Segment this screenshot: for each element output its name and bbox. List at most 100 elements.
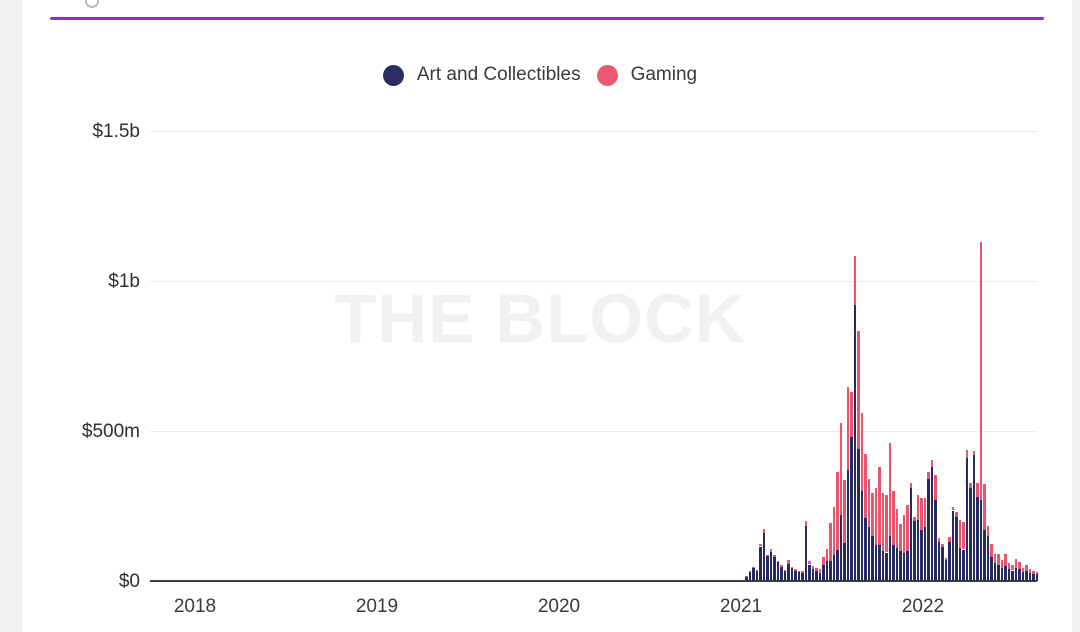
bar-art-and-collectibles [881,551,884,581]
bar-gaming [811,566,814,569]
bar-gaming [836,471,839,550]
bar-art-and-collectibles [1018,569,1021,581]
bar-art-and-collectibles [1007,569,1010,581]
bar-art-and-collectibles [1032,573,1035,581]
bar-art-and-collectibles [818,572,821,581]
bar-gaming [815,568,818,572]
bar-art-and-collectibles [990,557,993,581]
bar-gaming [1014,558,1017,568]
bar-art-and-collectibles [825,560,828,581]
bar-art-and-collectibles [916,520,919,581]
bar-art-and-collectibles [755,571,758,581]
bar-gaming [755,570,758,572]
bar-gaming [993,554,996,563]
gridline [150,131,1037,132]
bar-art-and-collectibles [804,525,807,581]
bar-art-and-collectibles [920,530,923,581]
x-tick-label: 2022 [901,596,945,617]
bar-gaming [804,521,807,526]
bar-art-and-collectibles [780,566,783,581]
bar-gaming [801,570,804,573]
bar-gaming [923,497,926,527]
bar-gaming [780,565,783,567]
bar-gaming [962,521,965,550]
bar-gaming [913,517,916,521]
bar-gaming [794,569,797,571]
bar-gaming [937,538,940,542]
legend-dot-gaming-icon [596,64,618,86]
bar-art-and-collectibles [1004,566,1007,581]
bar-gaming [930,460,933,467]
y-tick-label: $1.5b [92,121,140,142]
bar-art-and-collectibles [1014,567,1017,581]
legend-item-art-and-collectibles[interactable]: Art and Collectibles [382,64,581,86]
y-tick-label: $1b [108,271,140,292]
bar-art-and-collectibles [857,449,860,581]
bar-gaming [1007,563,1010,569]
bar-art-and-collectibles [972,455,975,581]
bar-art-and-collectibles [983,530,986,581]
bar-gaming [969,482,972,488]
legend-item-gaming[interactable]: Gaming [596,64,697,86]
bar-gaming [1011,565,1014,571]
bar-art-and-collectibles [839,515,842,581]
bar-gaming [769,549,772,552]
bar-gaming [766,554,769,557]
bar-gaming [1032,570,1035,574]
bar-gaming [850,392,853,437]
bar-art-and-collectibles [843,542,846,581]
bar-gaming [1028,569,1031,573]
bar-art-and-collectibles [759,546,762,581]
bar-art-and-collectibles [864,518,867,581]
bar-art-and-collectibles [790,568,793,581]
bar-gaming [790,566,793,569]
bar-art-and-collectibles [986,536,989,581]
bar-gaming [825,548,828,561]
y-tick-label: $500m [81,421,140,442]
bar-gaming [990,543,993,557]
bar-gaming [857,330,860,449]
bar-gaming [997,554,1000,565]
bar-gaming [902,515,905,553]
bar-art-and-collectibles [748,571,751,581]
bar-art-and-collectibles [878,545,881,581]
bar-gaming [1004,554,1007,566]
bar-gaming [783,569,786,572]
bar-art-and-collectibles [829,561,832,581]
legend-dot-art-icon [382,64,404,86]
bar-art-and-collectibles [752,568,755,581]
bar-art-and-collectibles [815,571,818,581]
bar-gaming [906,505,909,551]
bar-gaming [808,560,811,565]
bar-art-and-collectibles [965,458,968,581]
bar-gaming [965,449,968,458]
x-tick-label: 2020 [537,596,581,617]
bar-art-and-collectibles [822,564,825,581]
bar-gaming [871,492,874,536]
bar-gaming [846,386,849,470]
bar-gaming [909,482,912,488]
bar-gaming [864,453,867,518]
bar-art-and-collectibles [899,551,902,581]
gridline [150,281,1037,282]
bar-art-and-collectibles [769,551,772,581]
bar-art-and-collectibles [951,510,954,581]
bar-gaming [773,554,776,557]
bar-art-and-collectibles [955,516,958,581]
bar-gaming [958,520,961,548]
bar-gaming [934,474,937,500]
bar-gaming [972,450,975,455]
bar-gaming [885,494,888,553]
bar-art-and-collectibles [941,547,944,581]
bar-art-and-collectibles [885,552,888,581]
bar-gaming [822,557,825,565]
bar-art-and-collectibles [836,549,839,581]
bar-gaming [895,509,898,548]
bar-gaming [899,524,902,551]
gridline [150,431,1037,432]
bar-art-and-collectibles [969,488,972,581]
bar-gaming [843,479,846,543]
bar-gaming [916,494,919,521]
bar-gaming [860,413,863,491]
